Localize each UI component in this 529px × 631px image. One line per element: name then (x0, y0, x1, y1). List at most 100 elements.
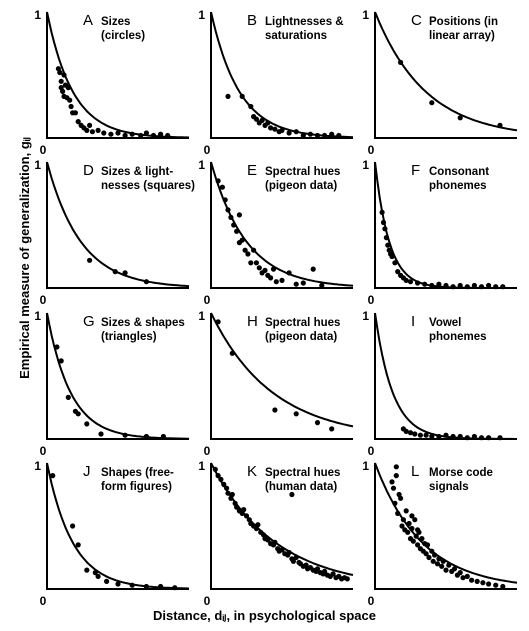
data-point (259, 117, 265, 123)
data-point (87, 257, 93, 263)
data-point (122, 132, 128, 139)
y-tick-label-1: 1 (34, 459, 41, 473)
data-point (500, 583, 506, 590)
origin-tick-label: 0 (368, 444, 375, 458)
data-point (457, 433, 463, 440)
data-point (390, 485, 397, 491)
data-point (253, 260, 259, 266)
data-point (443, 432, 449, 438)
data-point (319, 282, 325, 289)
data-point (293, 281, 299, 287)
data-point (395, 510, 401, 516)
y-tick-label-1: 1 (362, 309, 369, 323)
data-point (471, 433, 477, 440)
data-point (158, 131, 164, 137)
data-point (407, 279, 414, 285)
panel-label-line: Spectral hues (265, 317, 340, 329)
data-point (423, 432, 429, 438)
axes (46, 12, 189, 139)
data-point (497, 122, 503, 128)
axes (46, 162, 189, 289)
origin-tick-label: 0 (368, 143, 375, 157)
data-point (150, 132, 157, 139)
data-point (129, 582, 135, 588)
data-point (415, 527, 421, 533)
data-point (407, 430, 414, 436)
y-tick-label-1: 1 (198, 459, 205, 473)
data-point (399, 523, 405, 529)
data-point (98, 431, 104, 437)
data-point (129, 131, 135, 137)
data-point (286, 130, 292, 136)
axes (374, 12, 517, 139)
data-point (436, 556, 442, 562)
panel-l: 1 0 L Morse code signals (362, 459, 518, 608)
data-point (293, 129, 299, 135)
data-point (424, 542, 431, 548)
y-tick-label-1: 1 (34, 8, 41, 22)
data-point (314, 420, 321, 426)
data-point (412, 431, 418, 437)
data-point (310, 266, 316, 272)
origin-tick-label: 0 (204, 293, 211, 307)
data-point (439, 563, 445, 569)
data-point (70, 523, 76, 529)
data-point (385, 242, 391, 248)
axes (46, 313, 189, 440)
data-point (143, 583, 149, 590)
data-point (426, 554, 432, 561)
data-point (89, 129, 95, 135)
data-point (242, 247, 248, 253)
data-point (65, 394, 71, 400)
data-point (84, 567, 90, 573)
data-point (272, 407, 278, 413)
panel-letter: B (247, 12, 257, 29)
data-point (314, 566, 321, 572)
data-point (87, 122, 93, 128)
panel-letter: K (247, 463, 257, 480)
data-point (300, 132, 306, 139)
data-point (224, 485, 230, 491)
origin-tick-label: 0 (40, 594, 47, 608)
panel-h: 1 0 H Spectral hues (pigeon data) (198, 309, 354, 458)
data-point (329, 426, 335, 432)
panel-label-line: Spectral hues (265, 467, 340, 479)
panel-label-line: (human data) (265, 481, 337, 493)
data-point (480, 580, 486, 586)
data-point (409, 525, 415, 532)
panel-label-line: (triangles) (101, 331, 157, 343)
origin-tick-label: 0 (204, 594, 211, 608)
panel-label-line: Morse code (429, 467, 493, 479)
axes (46, 463, 189, 590)
panel-label-line: Lightnesses & (265, 16, 344, 28)
data-point (225, 207, 231, 213)
data-point (143, 279, 149, 285)
data-point (389, 253, 395, 260)
data-point (229, 491, 235, 498)
data-point (464, 284, 470, 290)
data-point (307, 131, 313, 137)
origin-tick-label: 0 (204, 143, 211, 157)
data-point (75, 119, 81, 125)
data-point (293, 411, 299, 417)
data-point (75, 411, 81, 417)
data-point (265, 537, 271, 543)
data-point (493, 284, 499, 290)
panel-label-line: Vowel (429, 317, 461, 329)
data-point (160, 433, 166, 440)
data-point (464, 573, 470, 580)
fit-curve (210, 462, 354, 576)
panel-label-line: (pigeon data) (265, 331, 337, 343)
data-point (231, 222, 237, 228)
data-point (406, 520, 412, 527)
data-point (486, 581, 492, 587)
data-point (234, 504, 240, 510)
panel-f: 1 0 F Consonant phonemes (362, 158, 517, 307)
data-point (67, 97, 73, 103)
fit-curve (210, 11, 354, 139)
data-point (218, 476, 224, 482)
data-point (436, 433, 442, 440)
origin-tick-label: 0 (368, 293, 375, 307)
data-point (108, 131, 114, 137)
data-point (75, 542, 81, 548)
